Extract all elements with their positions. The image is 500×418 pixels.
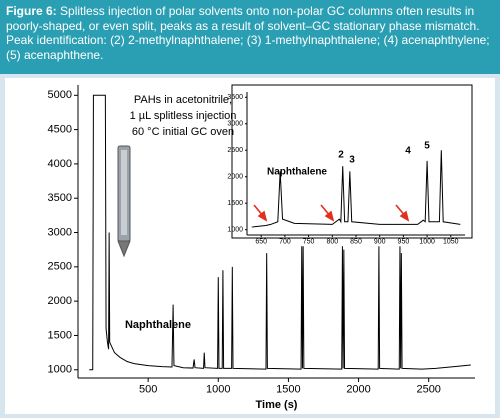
caption-text: Splitless injection of polar solvents on… bbox=[6, 4, 490, 62]
annotation: 1 µL splitless injection bbox=[130, 110, 237, 122]
x-axis-label: Time (s) bbox=[256, 399, 298, 411]
annotation: 4 bbox=[405, 146, 411, 157]
y-tick-label: 2000 bbox=[48, 295, 72, 307]
y-tick-label: 4000 bbox=[48, 158, 72, 170]
y-tick-label: 4500 bbox=[48, 124, 72, 136]
x-tick-label: 800 bbox=[326, 239, 338, 246]
caption-label: Figure 6: bbox=[6, 4, 57, 18]
y-tick-label: 3000 bbox=[48, 226, 72, 238]
x-tick-label: 950 bbox=[398, 239, 410, 246]
x-tick-label: 850 bbox=[350, 239, 362, 246]
x-tick-label: 2500 bbox=[416, 384, 440, 396]
x-tick-label: 1000 bbox=[206, 384, 230, 396]
y-tick-label: 1000 bbox=[48, 364, 72, 376]
x-tick-label: 650 bbox=[255, 239, 267, 246]
x-tick-label: 700 bbox=[279, 239, 291, 246]
x-tick-label: 2000 bbox=[346, 384, 370, 396]
x-tick-label: 900 bbox=[374, 239, 386, 246]
x-tick-label: 750 bbox=[303, 239, 315, 246]
y-tick-label: 2000 bbox=[227, 174, 243, 181]
y-tick-label: 1000 bbox=[227, 227, 243, 234]
y-tick-label: 3500 bbox=[227, 94, 243, 101]
y-tick-label: 2500 bbox=[48, 261, 72, 273]
data-line bbox=[251, 150, 461, 228]
annotation: Naphthalene bbox=[267, 167, 327, 178]
annotation: PAHs in acetonitrile, bbox=[134, 94, 232, 106]
y-tick-label: 3500 bbox=[48, 192, 72, 204]
x-tick-label: 500 bbox=[139, 384, 157, 396]
y-tick-label: 1500 bbox=[48, 329, 72, 341]
annotation: 5 bbox=[424, 141, 430, 152]
y-tick-label: 3000 bbox=[227, 121, 243, 128]
annotation: 2 bbox=[338, 150, 344, 161]
x-tick-label: 1500 bbox=[276, 384, 300, 396]
y-tick-label: 2500 bbox=[227, 147, 243, 154]
y-tick-label: 1500 bbox=[227, 200, 243, 207]
syringe bbox=[117, 145, 131, 258]
data-line bbox=[89, 94, 471, 371]
annotation: Naphthalene bbox=[125, 319, 191, 331]
x-tick-label: 1000 bbox=[419, 239, 435, 246]
caption: Figure 6: Splitless injection of polar s… bbox=[0, 0, 500, 74]
x-tick-label: 1050 bbox=[443, 239, 459, 246]
inset-frame bbox=[231, 84, 473, 239]
y-tick-label: 5000 bbox=[48, 89, 72, 101]
arrows bbox=[253, 204, 410, 222]
annotation: 60 °C initial GC oven bbox=[132, 126, 234, 138]
annotation: 3 bbox=[349, 155, 355, 166]
